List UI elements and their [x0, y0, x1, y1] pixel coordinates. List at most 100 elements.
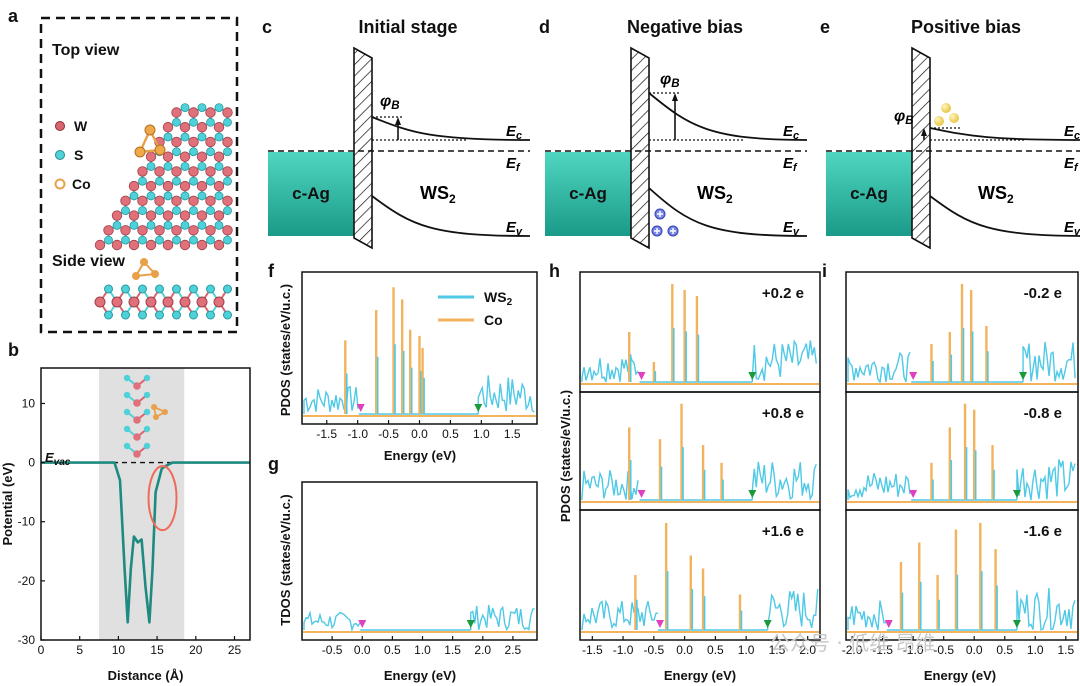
w-atom — [128, 296, 140, 308]
s-atom — [163, 132, 173, 142]
panel-f-plot-x-tick-label: -1.0 — [347, 427, 368, 441]
ev-label: Ev — [783, 219, 800, 238]
ws2-conduction-noise — [751, 461, 817, 502]
valence-band — [648, 187, 808, 237]
panel-g-plot-x-tick-label: 0.0 — [354, 643, 371, 657]
s-atom — [214, 220, 224, 230]
w-atom — [213, 180, 225, 192]
inset-s-atom — [123, 442, 131, 450]
w-atom — [205, 136, 216, 148]
s-atom — [214, 162, 224, 171]
vbm-marker — [637, 490, 646, 498]
s-atom — [197, 220, 207, 230]
s-atom — [223, 235, 232, 245]
panel-h-plot-3-x-tick-label: 2.0 — [799, 643, 816, 657]
semi-main: WS — [420, 183, 449, 203]
s-atom — [180, 220, 190, 230]
vbm-marker — [656, 620, 664, 628]
ws2-conduction-noise — [1016, 588, 1076, 631]
panel-b-letter: b — [8, 340, 19, 360]
phi-arrowhead — [672, 93, 678, 101]
s-atom — [197, 162, 207, 171]
w-atom — [137, 166, 148, 177]
cbm-marker — [748, 490, 757, 498]
w-atom — [154, 225, 165, 236]
g-ylabel: TDOS (states/eV/u.c.) — [278, 494, 293, 625]
inset-co-atom — [151, 404, 157, 410]
legend-s-dot — [55, 150, 65, 160]
s-atom — [223, 117, 232, 127]
w-atom — [128, 239, 140, 251]
panel-d-title: Negative bias — [627, 17, 743, 37]
panel-a-frame — [39, 16, 239, 334]
s-atom — [206, 147, 215, 157]
s-atom — [138, 176, 147, 186]
ef-label: Ef — [1064, 155, 1079, 174]
panel-f-plot-x-tick-label: 1.0 — [473, 427, 490, 441]
panel-h-letter: h — [549, 261, 560, 281]
hole-plus — [657, 211, 663, 217]
w-atom — [222, 107, 233, 118]
panel-i-plot-3-x-tick-label: -0.5 — [933, 643, 954, 657]
s-atom — [172, 206, 181, 216]
ev-label-main: E — [506, 219, 517, 236]
evac-label: Evac — [45, 450, 71, 468]
ec-label: Ec — [783, 123, 799, 142]
w-atom — [111, 210, 123, 221]
s-atom — [129, 191, 139, 201]
panel-i-plot-3-x-tick-label: -1.0 — [903, 643, 924, 657]
electron-symbol — [934, 116, 944, 126]
w-atom — [162, 296, 174, 308]
panel-a-letter: a — [8, 6, 19, 26]
b-x-tick-label: 5 — [76, 643, 83, 657]
s-atom — [223, 284, 232, 294]
s-atom — [138, 310, 147, 320]
s-atom — [155, 206, 164, 216]
w-atom — [179, 180, 191, 192]
ws2-conduction-noise — [477, 375, 535, 414]
w-atom — [162, 151, 174, 162]
w-atom — [145, 180, 157, 192]
w-atom — [120, 195, 131, 207]
ef-label: Ef — [506, 155, 521, 174]
ev-label-sub: v — [793, 226, 800, 238]
w-atom — [111, 239, 123, 251]
inset-s-atom — [143, 425, 151, 433]
cbm-marker — [748, 372, 757, 380]
ef-label-sub: f — [1074, 162, 1079, 174]
structure-inset — [123, 374, 168, 458]
charge-label: -1.6 e — [1024, 523, 1062, 540]
f-ylabel: PDOS (states/eV/u.c.) — [278, 284, 293, 416]
w-atom — [179, 210, 191, 221]
conduction-band — [648, 92, 808, 141]
s-atom — [180, 132, 190, 142]
s-atom — [121, 284, 130, 294]
legend-co-dot — [54, 178, 66, 190]
s-atom — [172, 117, 181, 127]
panel-i-plot-2: -0.8 e — [845, 391, 1079, 511]
metal-block — [545, 152, 631, 236]
phi-label: φB — [380, 93, 400, 112]
schottky-barrier — [630, 46, 650, 250]
w-atom — [120, 225, 131, 236]
ec-label: Ec — [1064, 123, 1080, 142]
w-atom — [94, 239, 106, 251]
ev-label-sub: v — [516, 226, 523, 238]
phi-label: φB — [894, 108, 914, 127]
ec-label-main: E — [506, 123, 517, 140]
panel-f-plot-x-tick-label: -0.5 — [378, 427, 399, 441]
b-x-tick-label: 15 — [150, 643, 164, 657]
h-xlabel: Energy (eV) — [664, 668, 736, 683]
w-atom — [162, 180, 174, 192]
w-atom — [205, 107, 216, 118]
s-atom — [206, 284, 215, 294]
panel-h-plot-3-x-tick-label: 1.0 — [738, 643, 755, 657]
w-atom — [145, 296, 157, 308]
panel-i-plot-3: -1.6 e -2.0 -1.5 -1.0 -0.5 0.0 0.5 1.0 1.5 — [842, 509, 1079, 657]
ws2-valence-noise — [847, 351, 911, 384]
ef-label-main: E — [783, 155, 794, 172]
f-xlabel: Energy (eV) — [384, 448, 456, 463]
interface-shading — [99, 368, 185, 640]
inset-s-atom — [123, 408, 131, 416]
